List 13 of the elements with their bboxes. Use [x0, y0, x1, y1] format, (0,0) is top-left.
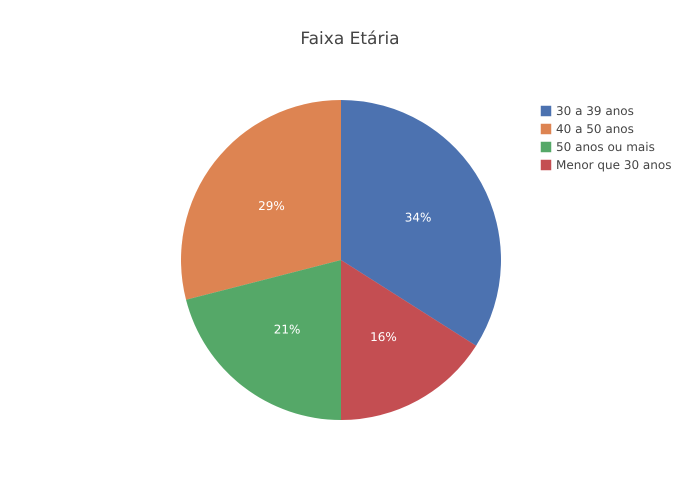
- legend-label: 40 a 50 anos: [556, 122, 634, 136]
- data-label: 34%: [404, 210, 432, 225]
- pie-slice: [341, 100, 501, 346]
- data-label: 16%: [370, 330, 397, 344]
- pie-slice: [181, 100, 341, 300]
- pie-slice: [341, 260, 476, 420]
- data-label: 21%: [274, 322, 300, 337]
- legend-label: 50 anos ou mais: [556, 140, 655, 154]
- legend-label: 30 a 39 anos: [556, 104, 634, 118]
- chart-title: Faixa Etária: [300, 29, 400, 49]
- data-label: 29%: [258, 199, 285, 214]
- legend-label: Menor que 30 anos: [556, 158, 672, 172]
- pie-slice: [186, 260, 341, 420]
